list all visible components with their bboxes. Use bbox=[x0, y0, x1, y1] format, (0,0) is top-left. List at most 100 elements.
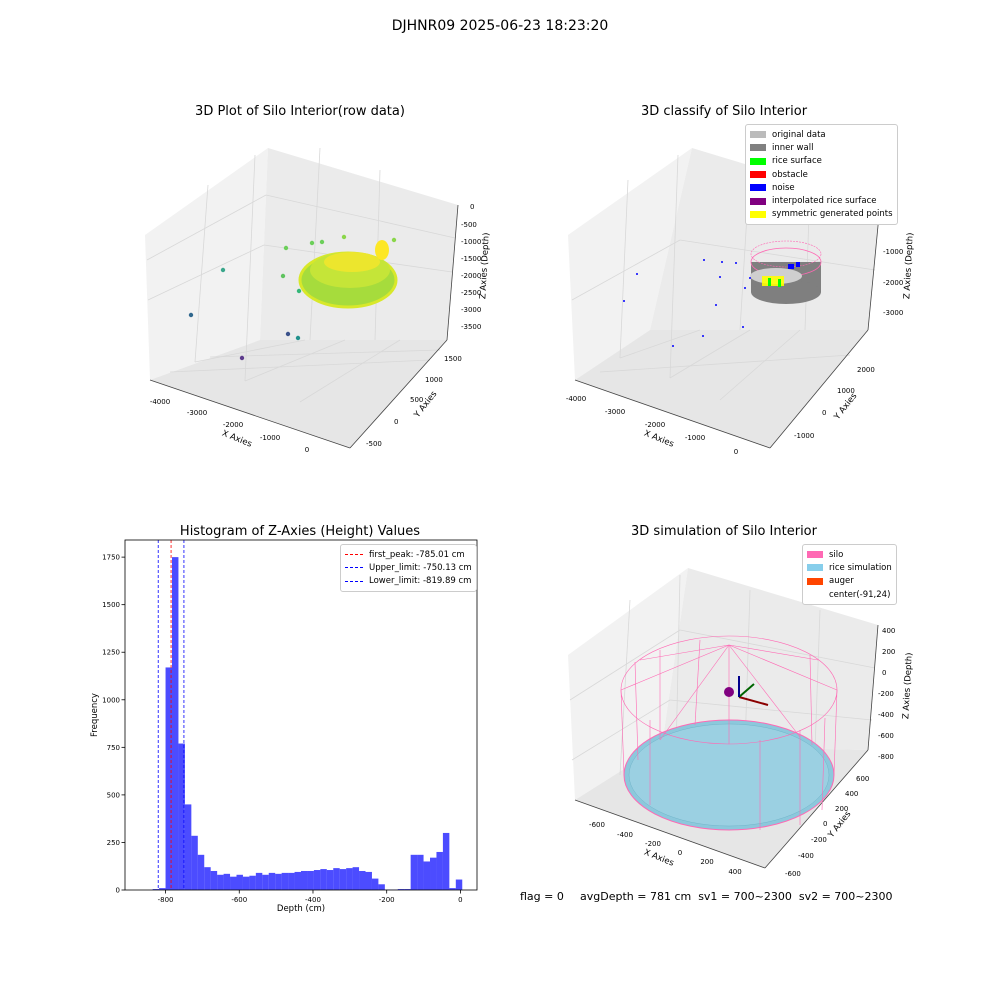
noise-points bbox=[623, 259, 751, 347]
p2-ytick: 1000 bbox=[837, 387, 855, 395]
legend-label: Lower_limit: -819.89 cm bbox=[369, 576, 472, 587]
histogram-bar bbox=[249, 875, 256, 890]
footer-stats: avgDepth = 781 cm sv1 = 700~2300 sv2 = 7… bbox=[580, 890, 893, 903]
x-tick-label: -800 bbox=[158, 896, 174, 904]
p2-ztick: -1000 bbox=[883, 248, 903, 256]
p1-xtick: -1000 bbox=[260, 434, 280, 442]
legend-item: center(-91,24) bbox=[807, 588, 892, 601]
p2-ytick: -1000 bbox=[794, 432, 814, 440]
panel4-chart: -600 -400 -200 0 200 400 X Axies -600 -4… bbox=[568, 568, 915, 878]
histogram-bar bbox=[410, 854, 418, 890]
p4-ytick: 0 bbox=[823, 820, 827, 828]
p2-ytick: 2000 bbox=[857, 366, 875, 374]
p1-ztick: -3000 bbox=[461, 306, 481, 314]
legend-item: obstacle bbox=[750, 168, 893, 181]
histogram-xlabel: Depth (cm) bbox=[277, 904, 325, 914]
legend-label: symmetric generated points bbox=[772, 209, 893, 220]
p4-ztick: -800 bbox=[878, 753, 894, 761]
legend-item: noise bbox=[750, 181, 893, 194]
p2-xtick: -3000 bbox=[605, 408, 625, 416]
p1-ztick: -500 bbox=[461, 221, 477, 229]
histogram-bar bbox=[430, 857, 437, 890]
histogram-bar bbox=[404, 889, 411, 890]
legend-swatch bbox=[750, 197, 766, 205]
p4-ylabel: Y Axies bbox=[826, 809, 854, 841]
panel4-title: 3D simulation of Silo Interior bbox=[631, 524, 817, 539]
legend-label: rice surface bbox=[772, 156, 822, 167]
p2-ytick: 0 bbox=[822, 409, 826, 417]
p4-ytick: -200 bbox=[811, 836, 827, 844]
p2-zlabel: Z Axies (Depth) bbox=[902, 232, 915, 299]
p1-ytick: -500 bbox=[366, 440, 382, 448]
histogram-bar bbox=[378, 884, 385, 890]
histogram-bars bbox=[152, 557, 463, 890]
histogram-bar bbox=[230, 876, 237, 890]
histogram-bar bbox=[242, 876, 250, 890]
p1-xtick: -4000 bbox=[150, 398, 170, 406]
histogram-bar bbox=[152, 889, 160, 890]
p4-ztick: -600 bbox=[878, 732, 894, 740]
histogram-bar bbox=[217, 874, 224, 890]
histogram-bar bbox=[268, 872, 276, 890]
panel2-legend: original data inner wall rice surface ob… bbox=[745, 124, 898, 226]
legend-item: symmetric generated points bbox=[750, 208, 893, 221]
p2-xtick: -4000 bbox=[566, 395, 586, 403]
y-tick-label: 1250 bbox=[102, 649, 120, 657]
y-tick-label: 500 bbox=[107, 791, 120, 799]
rice-simulation-surface bbox=[623, 719, 835, 831]
legend-item: interpolated rice surface bbox=[750, 194, 893, 207]
histogram-bar bbox=[339, 869, 347, 890]
histogram-bar bbox=[294, 871, 301, 890]
legend-item: rice simulation bbox=[807, 561, 892, 574]
histogram-bar bbox=[204, 867, 211, 890]
legend-swatch bbox=[750, 171, 766, 179]
histogram-bar bbox=[365, 871, 372, 890]
histogram-bar bbox=[288, 872, 295, 890]
histogram-bar bbox=[262, 874, 269, 890]
legend-label: obstacle bbox=[772, 169, 808, 180]
legend-line-sample bbox=[345, 554, 363, 556]
histogram-bar bbox=[210, 870, 218, 890]
histogram-y-ticks: 0 250 500 750 1000 1250 1500 1750 bbox=[102, 554, 125, 895]
legend-label: interpolated rice surface bbox=[772, 196, 877, 207]
histogram-legend: first_peak: -785.01 cm Upper_limit: -750… bbox=[340, 544, 477, 592]
legend-swatch bbox=[750, 144, 766, 152]
histogram-bar bbox=[178, 743, 185, 890]
p4-zlabel: Z Axies (Depth) bbox=[901, 652, 914, 719]
y-tick-label: 750 bbox=[107, 744, 120, 752]
histogram-bar bbox=[313, 870, 321, 890]
histogram-bar bbox=[423, 861, 431, 890]
panel3-title: Histogram of Z-Axies (Height) Values bbox=[179, 524, 421, 539]
legend-swatch bbox=[807, 551, 823, 559]
p2-ztick: -2000 bbox=[883, 279, 903, 287]
histogram-bar bbox=[171, 557, 179, 890]
legend-label: auger bbox=[829, 576, 854, 587]
p1-ztick: -2000 bbox=[461, 272, 481, 280]
y-tick-label: 0 bbox=[116, 887, 120, 895]
p1-zlabel: Z Axies (Depth) bbox=[478, 232, 491, 299]
p1-ztick: -2500 bbox=[461, 289, 481, 297]
p4-xtick: -600 bbox=[589, 821, 605, 829]
histogram-bar bbox=[223, 873, 231, 890]
p1-ztick: 0 bbox=[470, 203, 474, 211]
histogram-chart: -800 -600 -400 -200 0 0 250 500 750 1000 1250 1500… bbox=[90, 539, 478, 914]
legend-label: noise bbox=[772, 182, 795, 193]
legend-label: first_peak: -785.01 cm bbox=[369, 549, 465, 560]
p4-xlabel: X Axies bbox=[642, 848, 675, 869]
legend-item: first_peak: -785.01 cm bbox=[345, 548, 472, 561]
panel4-legend: silo rice simulation auger center(-91,24… bbox=[802, 544, 897, 606]
p1-xtick: -2000 bbox=[223, 421, 243, 429]
panel1-title: 3D Plot of Silo Interior(row data) bbox=[195, 104, 405, 119]
legend-item: Lower_limit: -819.89 cm bbox=[345, 575, 472, 588]
legend-label: silo bbox=[829, 549, 844, 560]
figure-title: DJHNR09 2025-06-23 18:23:20 bbox=[391, 18, 609, 34]
y-tick-label: 250 bbox=[107, 839, 120, 847]
histogram-bar bbox=[197, 854, 205, 890]
legend-item: silo bbox=[807, 548, 892, 561]
histogram-frame bbox=[124, 539, 478, 891]
histogram-bar bbox=[371, 878, 379, 890]
rice-ring bbox=[298, 240, 398, 309]
p4-ztick: 200 bbox=[882, 648, 895, 656]
histogram-bar bbox=[352, 867, 360, 890]
silo-wireframe bbox=[620, 635, 838, 830]
